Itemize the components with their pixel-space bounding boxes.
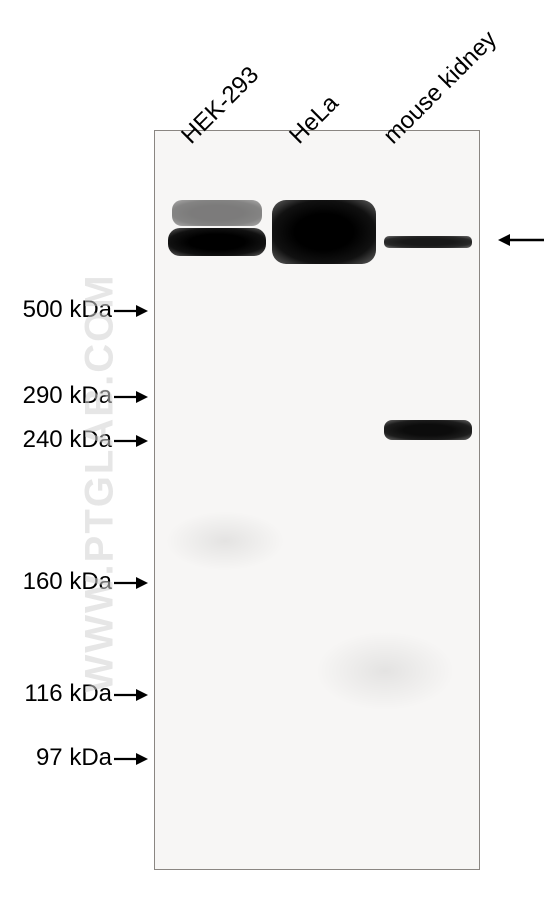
- smudge: [315, 631, 455, 711]
- target-band-arrow: [496, 230, 546, 255]
- blot-band: [384, 420, 472, 440]
- marker-label: 240 kDa: [23, 426, 148, 454]
- marker-text: 116 kDa: [24, 680, 112, 707]
- watermark-text: WWW.PTGLAB.COM: [78, 293, 123, 693]
- arrow-right-icon: [112, 680, 148, 708]
- blot-band: [172, 200, 262, 226]
- arrow-right-icon: [112, 296, 148, 324]
- arrow-right-icon: [112, 426, 148, 454]
- marker-label: 290 kDa: [23, 382, 148, 410]
- arrow-right-icon: [112, 382, 148, 410]
- arrow-right-icon: [112, 568, 148, 596]
- marker-text: 97 kDa: [36, 744, 112, 771]
- watermark-label: WWW.PTGLAB.COM: [78, 273, 122, 692]
- marker-label: 97 kDa: [36, 744, 148, 772]
- marker-text: 290 kDa: [23, 382, 112, 409]
- marker-text: 240 kDa: [23, 426, 112, 453]
- blot-band: [272, 200, 376, 264]
- marker-text: 160 kDa: [23, 568, 112, 595]
- marker-text: 500 kDa: [23, 296, 112, 323]
- smudge: [165, 511, 285, 571]
- blot-band: [168, 228, 266, 256]
- marker-label: 160 kDa: [23, 568, 148, 596]
- arrow-right-icon: [112, 744, 148, 772]
- blot-band: [384, 236, 472, 248]
- marker-label: 500 kDa: [23, 296, 148, 324]
- marker-label: 116 kDa: [24, 680, 148, 708]
